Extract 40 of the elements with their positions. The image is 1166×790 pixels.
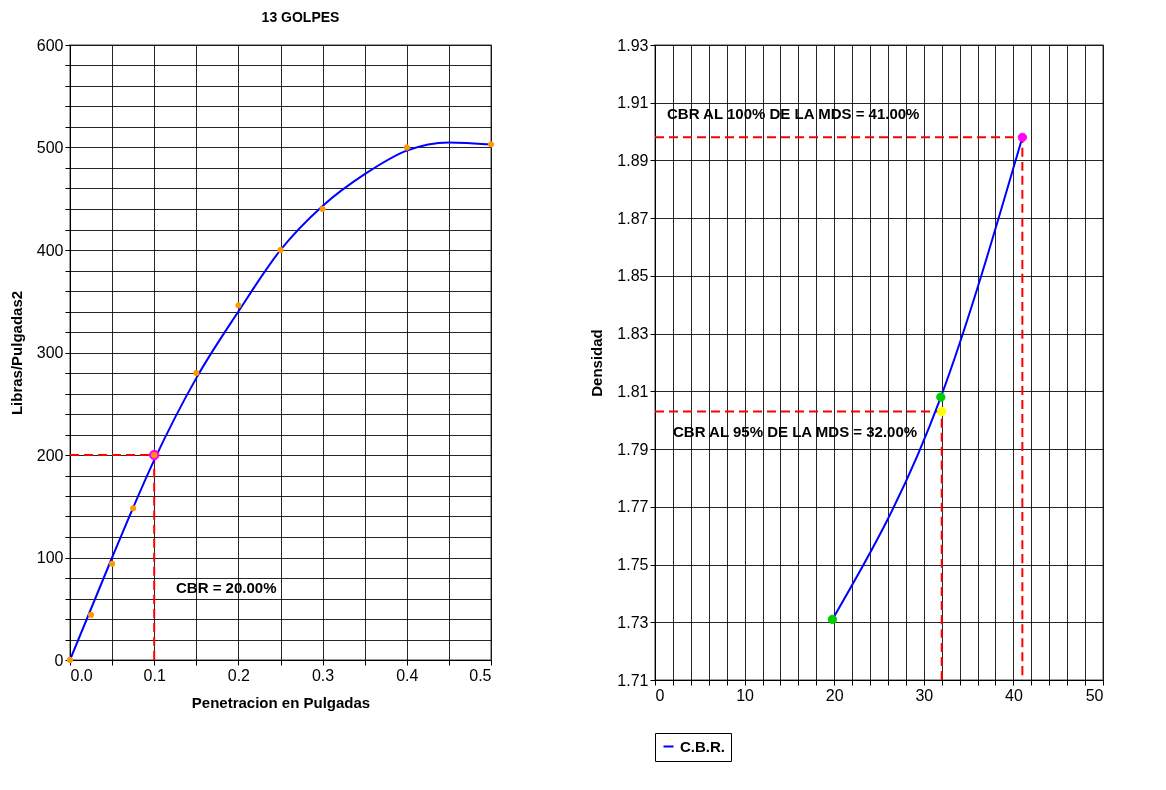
y-tick-label: 300 [36, 344, 64, 361]
y-tick-label: 200 [36, 446, 64, 464]
y-tick-label: 1.87 [617, 209, 649, 227]
point [827, 614, 838, 625]
y-tick-label: 400 [36, 241, 64, 259]
y-axis-title: Densidad [588, 329, 606, 397]
y-tick-label: 1.75 [617, 556, 649, 574]
y-tick-label: 1.91 [617, 94, 649, 112]
x-tick-label: 30 [915, 686, 934, 704]
x-tick-label: 0.5 [469, 666, 492, 684]
x-tick-label: 0.4 [396, 666, 419, 684]
x-tick-label: 0.3 [311, 666, 335, 684]
x-tick-label: 40 [1005, 686, 1023, 704]
y-axis-title: Libras/Pulgadas2 [7, 290, 25, 416]
y-tick-label: 1.83 [617, 325, 649, 343]
x-tick-label: 0.0 [70, 666, 93, 684]
y-tick-label: 1.81 [617, 382, 649, 400]
y-tick-label: 500 [36, 139, 64, 156]
x-axis-title: Penetracion en Pulgadas [191, 693, 371, 711]
point [1017, 132, 1028, 143]
x-tick-label: 20 [825, 686, 844, 704]
y-tick-label: 1.93 [617, 36, 649, 54]
y-tick-label: 1.71 [617, 671, 649, 689]
y-tick-label: 1.77 [617, 498, 649, 516]
x-tick-label: 0 [655, 686, 665, 704]
legend-label: C.B.R. [680, 737, 725, 755]
x-tick-label: 0.1 [143, 666, 166, 684]
y-tick-label: 600 [36, 36, 64, 54]
y-tick-label: 1.89 [617, 151, 649, 169]
y-tick-label: 0 [54, 651, 64, 669]
chart-title: 13 GOLPES [261, 9, 340, 25]
y-tick-label: 1.85 [617, 267, 649, 285]
x-tick-label: 0.2 [227, 666, 251, 684]
y-tick-label: 1.79 [617, 440, 649, 458]
x-tick-label: 50 [1085, 686, 1104, 704]
x-tick-label: 10 [736, 686, 755, 704]
point [937, 406, 947, 417]
point [936, 392, 946, 402]
y-tick-label: 1.73 [617, 613, 649, 631]
y-tick-label: 100 [36, 549, 64, 566]
